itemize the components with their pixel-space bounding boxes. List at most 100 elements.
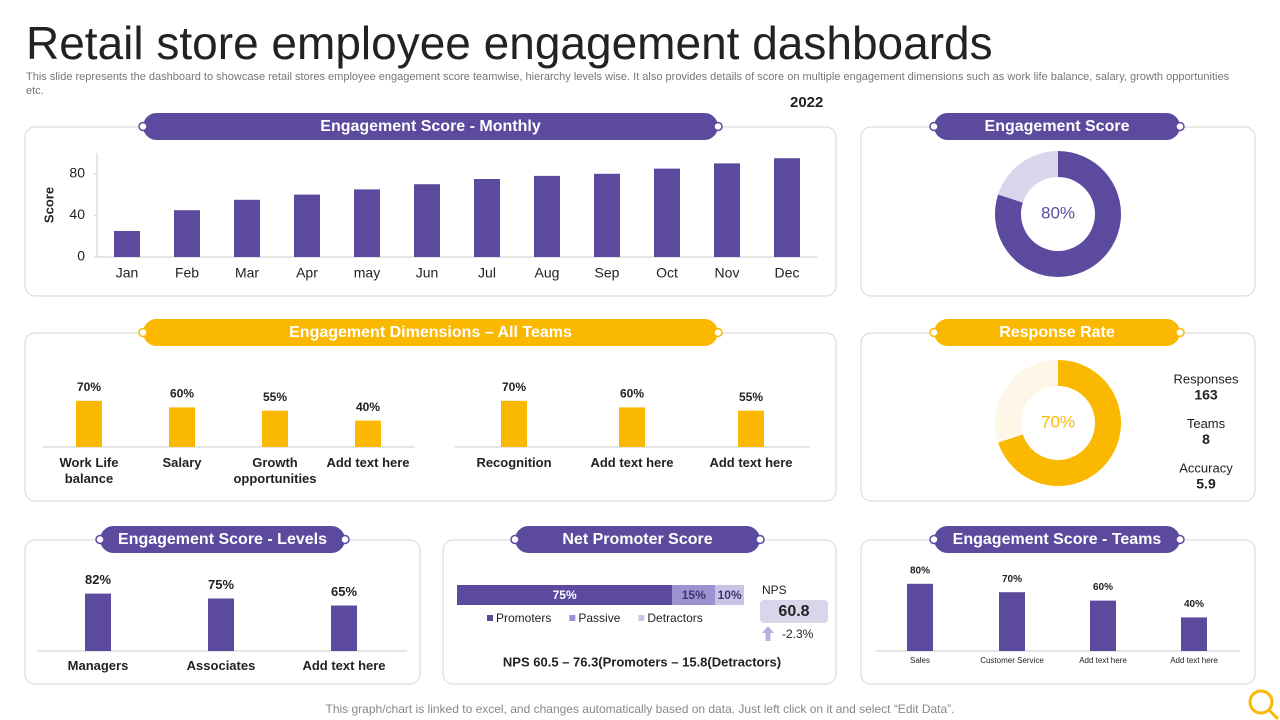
category-label: Salary — [162, 455, 202, 470]
header-dot — [755, 534, 765, 545]
bar — [594, 173, 620, 257]
stat-label: Teams — [1187, 416, 1226, 431]
legend-label: Passive — [578, 611, 620, 625]
header-dot — [929, 534, 939, 545]
y-axis-label: Score — [41, 187, 56, 223]
header-dot — [95, 534, 105, 545]
stat-value: 163 — [1194, 387, 1218, 403]
nps-box — [760, 600, 828, 623]
bar — [534, 175, 560, 257]
x-tick-label: Apr — [296, 265, 318, 281]
year-label: 2022 — [790, 94, 824, 111]
panel-header — [143, 113, 718, 140]
bar — [208, 598, 234, 651]
panel-header — [100, 526, 345, 553]
panel-title: Engagement Score — [985, 118, 1130, 135]
segment-label: 15% — [682, 588, 706, 602]
panel-title: Net Promoter Score — [562, 531, 712, 548]
data-label: 60% — [620, 387, 644, 401]
header-dot — [510, 534, 520, 545]
category-label: Managers — [67, 658, 129, 673]
data-label: 40% — [1184, 599, 1204, 610]
header-dot — [1175, 327, 1185, 338]
panel-title: Engagement Score - Monthly — [320, 118, 541, 135]
x-tick-label: Mar — [235, 265, 259, 281]
header-dot — [340, 534, 350, 545]
x-tick-label: Jan — [116, 265, 139, 281]
category-label: Associates — [186, 658, 256, 673]
category-label: Add text here — [709, 455, 793, 470]
stacked-segment — [457, 585, 673, 605]
header-dot — [138, 327, 148, 338]
x-tick-label: Jul — [478, 265, 496, 281]
category-label: Recognition — [476, 455, 552, 470]
category-label: Work Life balance — [59, 455, 119, 486]
category-label: Add text here — [302, 658, 386, 673]
stat-label: Accuracy — [1179, 460, 1233, 475]
panel-title: Engagement Score - Teams — [953, 531, 1162, 548]
bar — [1181, 617, 1207, 651]
legend-label: Detractors — [647, 611, 702, 625]
bar — [262, 410, 288, 447]
panel-header — [934, 319, 1180, 346]
nps-label: NPS — [762, 583, 787, 597]
search-icon-handle — [1267, 708, 1280, 720]
bar — [76, 400, 102, 447]
bar — [714, 163, 740, 257]
header-dot — [929, 327, 939, 338]
page-description: This slide represents the dashboard to s… — [26, 71, 1230, 97]
panel-title: Response Rate — [999, 324, 1115, 341]
search-icon — [1248, 689, 1274, 715]
category-label: Add text here — [590, 455, 674, 470]
category-label: Growth opportunities — [233, 455, 317, 486]
nps-note: NPS 60.5 – 76.3(Promoters – 15.8(Detract… — [503, 654, 781, 669]
bar — [774, 158, 800, 257]
y-tick-label: 80 — [69, 165, 85, 181]
donut-center-label: 80% — [1041, 203, 1075, 222]
header-dot — [1175, 121, 1185, 132]
segment-label: 75% — [553, 588, 577, 602]
x-tick-label: Nov — [715, 265, 740, 281]
header-dot — [138, 121, 148, 132]
panel-header — [934, 113, 1180, 140]
nps-change: -2.3% — [782, 627, 814, 641]
x-tick-label: Dec — [775, 265, 800, 281]
panel-header — [143, 319, 718, 346]
x-tick-label: Jun — [416, 265, 439, 281]
bar — [294, 194, 320, 257]
bar — [169, 407, 195, 447]
data-label: 75% — [208, 577, 234, 592]
stat-label: Responses — [1173, 371, 1239, 386]
bar — [85, 593, 111, 651]
bar — [501, 400, 527, 447]
segment-label: 10% — [718, 588, 742, 602]
header-dot — [1175, 534, 1185, 545]
header-dot — [713, 327, 723, 338]
stat-value: 8 — [1202, 431, 1210, 447]
bar — [999, 592, 1025, 651]
bar — [331, 605, 357, 651]
y-tick-label: 0 — [77, 248, 85, 264]
x-tick-label: Aug — [535, 265, 560, 281]
category-label: Customer Service — [980, 656, 1044, 665]
header-dot — [929, 121, 939, 132]
bar — [738, 410, 764, 447]
bar — [234, 199, 260, 257]
bar — [414, 184, 440, 257]
legend-swatch — [638, 615, 645, 621]
data-label: 60% — [1093, 582, 1113, 593]
data-label: 55% — [739, 390, 763, 404]
y-tick-label: 40 — [69, 206, 85, 222]
x-tick-label: Sep — [595, 265, 620, 281]
data-label: 70% — [502, 380, 526, 394]
x-tick-label: Feb — [175, 265, 199, 281]
stacked-segment — [672, 585, 716, 605]
legend-swatch — [487, 615, 493, 621]
data-label: 40% — [356, 400, 380, 414]
donut-segment — [998, 151, 1058, 203]
donut-segment — [995, 151, 1122, 278]
donut-center-label: 70% — [1041, 412, 1075, 431]
bar — [907, 583, 933, 651]
